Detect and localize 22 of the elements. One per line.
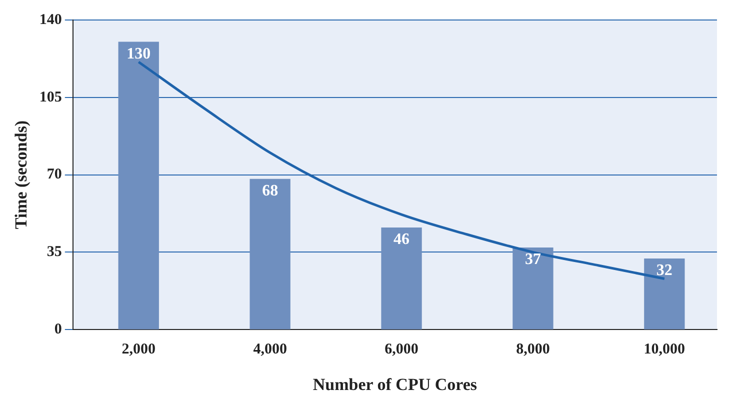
data-label: 68 [262, 182, 278, 200]
x-tick-label: 10,000 [644, 341, 686, 358]
x-axis-title: Number of CPU Cores [312, 375, 478, 394]
data-label: 37 [524, 250, 541, 268]
data-label: 46 [394, 231, 410, 248]
bar [250, 178, 290, 330]
y-axis-title: Time (seconds) [12, 120, 31, 230]
data-label: 32 [656, 262, 672, 279]
y-tick-label: 70 [46, 166, 62, 183]
y-tick-label: 140 [39, 12, 62, 28]
y-tick-label: 0 [54, 321, 62, 338]
bar [644, 258, 685, 330]
bar [381, 228, 422, 330]
data-label: 130 [126, 45, 151, 62]
bar [118, 42, 159, 330]
bar [512, 247, 554, 330]
y-tick-label: 35 [46, 244, 62, 260]
x-tick-label: 6,000 [384, 341, 418, 358]
x-tick-label: 4,000 [253, 341, 287, 358]
x-tick-label: 8,000 [516, 341, 550, 358]
y-tick-label: 105 [39, 89, 62, 106]
x-tick-label: 2,000 [122, 341, 156, 358]
